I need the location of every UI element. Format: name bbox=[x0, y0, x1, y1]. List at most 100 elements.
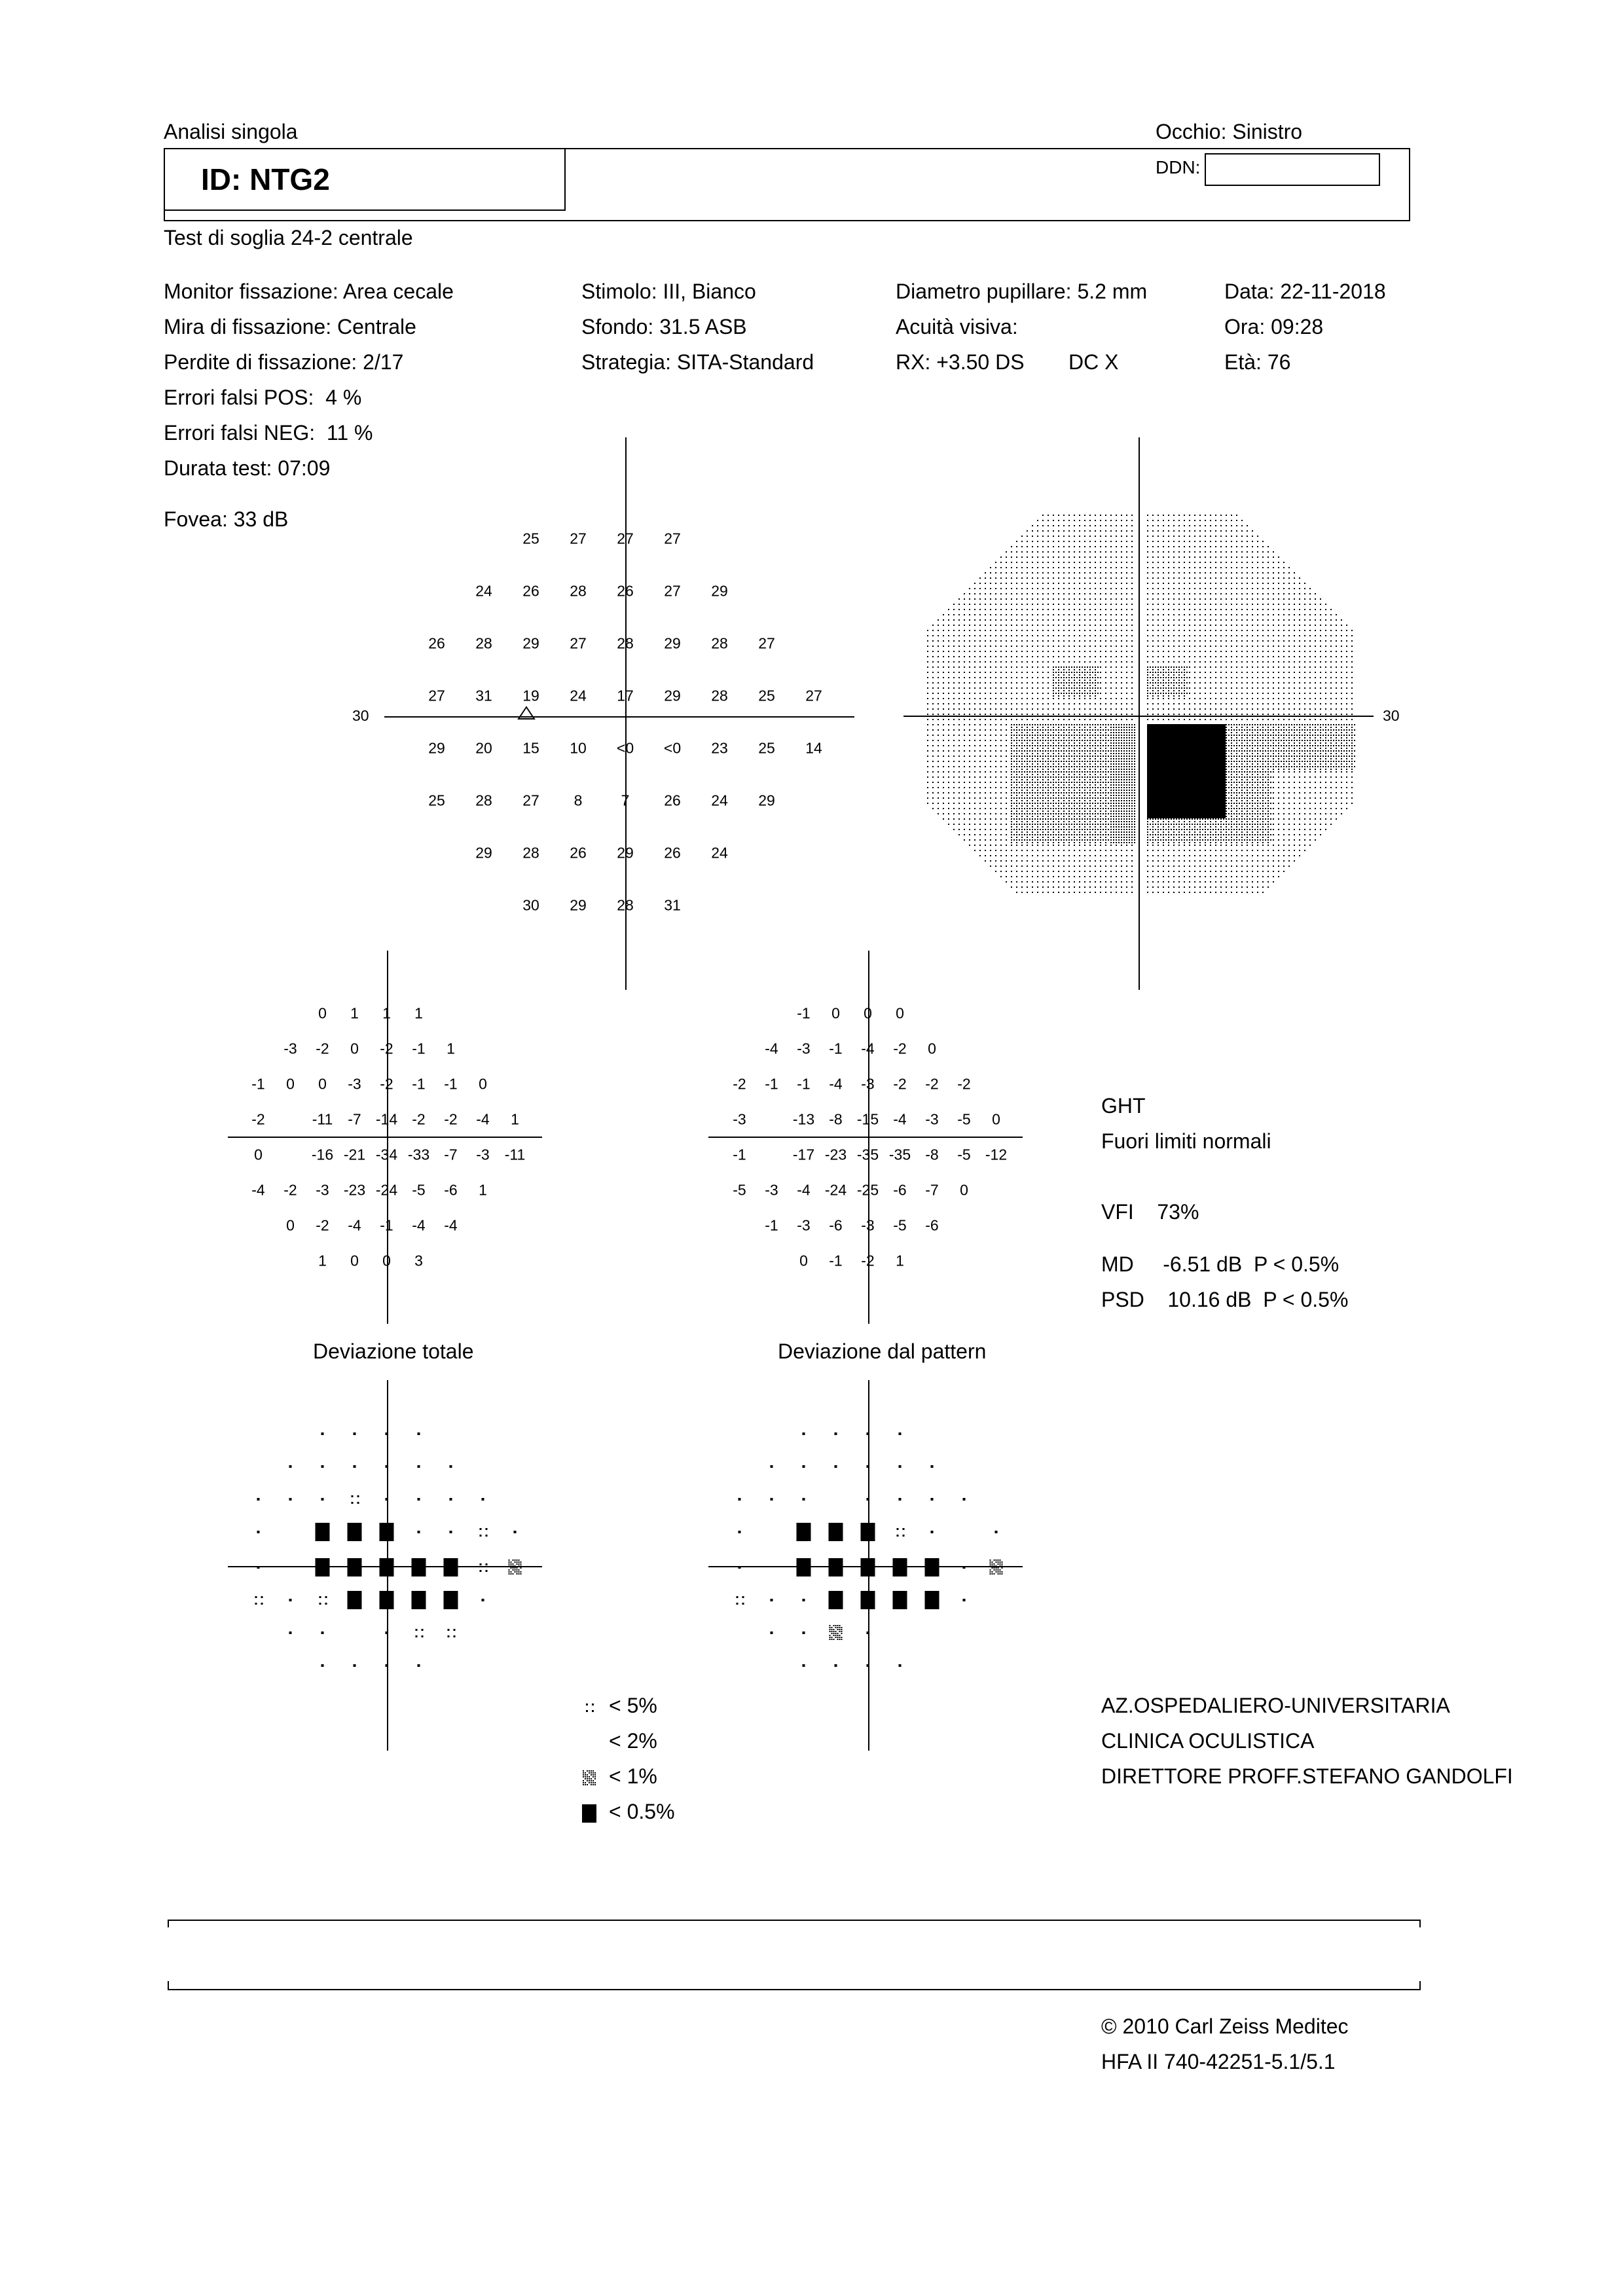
pattern-deviation-value: -1 bbox=[765, 1216, 778, 1234]
total-prob-symbol bbox=[449, 1498, 452, 1501]
total-deviation-value: -21 bbox=[343, 1146, 366, 1163]
pattern-prob-symbol bbox=[994, 1531, 998, 1533]
total-prob-symbol bbox=[411, 1558, 426, 1576]
threshold-value: 29 bbox=[428, 739, 445, 757]
threshold-value: 29 bbox=[664, 634, 681, 652]
pattern-deviation-value: 0 bbox=[831, 1004, 840, 1022]
legend-5: < 5% bbox=[609, 1694, 657, 1717]
probability-plots bbox=[255, 1432, 1003, 1667]
total-deviation-value: -4 bbox=[251, 1181, 265, 1199]
col1-line: Monitor fissazione: Area cecale bbox=[164, 280, 454, 303]
pattern-prob-symbol bbox=[898, 1432, 902, 1435]
bracket-tick bbox=[168, 1981, 169, 1989]
pattern-deviation-value: -15 bbox=[857, 1111, 879, 1129]
total-deviation-value: -3 bbox=[283, 1040, 297, 1057]
total-deviation-value: -11 bbox=[504, 1146, 526, 1163]
total-prob-symbol bbox=[321, 1631, 324, 1634]
total-prob-symbol bbox=[379, 1558, 394, 1576]
dob-field[interactable] bbox=[1205, 153, 1380, 186]
total-deviation-value: -3 bbox=[348, 1075, 361, 1093]
threshold-value: 25 bbox=[428, 792, 445, 809]
total-deviation-value: -7 bbox=[348, 1110, 361, 1128]
pattern-prob-symbol bbox=[828, 1558, 843, 1576]
threshold-value: 20 bbox=[475, 739, 492, 757]
md-value: MD -6.51 dB P < 0.5% bbox=[1101, 1252, 1340, 1276]
total-deviation-value: -1 bbox=[412, 1075, 426, 1093]
total-deviation-value: 0 bbox=[350, 1040, 359, 1057]
pattern-prob-symbol bbox=[896, 1528, 905, 1537]
total-prob-symbol bbox=[321, 1432, 324, 1435]
threshold-value: 27 bbox=[522, 792, 539, 809]
total-deviation-value: 0 bbox=[318, 1075, 327, 1093]
pattern-prob-symbol bbox=[860, 1558, 875, 1576]
pattern-deviation-value: -8 bbox=[829, 1110, 843, 1128]
pattern-prob-symbol bbox=[796, 1558, 811, 1576]
threshold-value: 24 bbox=[711, 792, 728, 809]
total-deviation-value: 0 bbox=[286, 1216, 295, 1234]
total-deviation-value: -4 bbox=[476, 1110, 490, 1128]
total-prob-symbol bbox=[449, 1531, 452, 1533]
total-prob-symbol bbox=[321, 1498, 324, 1501]
pattern-prob-symbol bbox=[802, 1498, 805, 1501]
total-deviation-horizontal-axis bbox=[228, 1137, 542, 1138]
total-deviation-value: -2 bbox=[412, 1110, 426, 1128]
pattern-prob-symbol bbox=[962, 1566, 966, 1569]
total-deviation-value: -1 bbox=[251, 1075, 265, 1093]
total-prob-symbol bbox=[353, 1664, 356, 1667]
patient-id: ID: NTG2 bbox=[201, 162, 330, 196]
total-deviation-value: -4 bbox=[444, 1216, 458, 1234]
pattern-deviation-value: -5 bbox=[733, 1181, 746, 1199]
legend-05: < 0.5% bbox=[609, 1800, 675, 1823]
pattern-deviation-value: -1 bbox=[733, 1146, 746, 1163]
total-deviation-value: 0 bbox=[254, 1146, 263, 1163]
ght-value: Fuori limiti normali bbox=[1101, 1129, 1271, 1153]
total-prob-symbol bbox=[315, 1523, 330, 1541]
pattern-deviation-value: -4 bbox=[829, 1075, 843, 1093]
total-deviation-value: -2 bbox=[380, 1040, 393, 1058]
threshold-value: 19 bbox=[522, 687, 539, 704]
threshold-value: 29 bbox=[711, 582, 728, 600]
total-prob-symbol bbox=[289, 1498, 292, 1501]
pattern-deviation-value: -2 bbox=[957, 1075, 971, 1093]
pattern-deviation-value: 0 bbox=[992, 1110, 1000, 1128]
col3-line: Diametro pupillare: 5.2 mm bbox=[896, 280, 1148, 303]
institution-line1: AZ.OSPEDALIERO-UNIVERSITARIA bbox=[1101, 1694, 1450, 1717]
total-prob-symbol bbox=[347, 1558, 362, 1576]
pattern-deviation-value: 0 bbox=[928, 1040, 936, 1057]
total-deviation-value: -3 bbox=[476, 1146, 490, 1163]
total-prob-symbol bbox=[379, 1523, 394, 1541]
pattern-prob-symbol bbox=[924, 1591, 939, 1609]
pattern-deviation-value: -3 bbox=[797, 1216, 811, 1234]
threshold-value: 29 bbox=[475, 844, 492, 862]
threshold-value: 29 bbox=[522, 634, 539, 652]
eye-label: Occhio: Sinistro bbox=[1156, 120, 1303, 143]
pattern-prob-symbol bbox=[962, 1498, 966, 1501]
threshold-value: 23 bbox=[711, 739, 728, 757]
threshold-value: <0 bbox=[663, 739, 682, 757]
grayscale-field bbox=[927, 515, 1355, 893]
threshold-value: 29 bbox=[758, 792, 775, 809]
total-deviation-label: Deviazione totale bbox=[313, 1339, 474, 1363]
threshold-value: 25 bbox=[758, 739, 775, 757]
threshold-value: 25 bbox=[758, 687, 775, 704]
total-prob-symbol bbox=[321, 1664, 324, 1667]
total-prob-symbol bbox=[447, 1629, 456, 1637]
threshold-value: 15 bbox=[522, 739, 539, 757]
total-prob-symbol bbox=[315, 1558, 330, 1576]
col2-line: Sfondo: 31.5 ASB bbox=[581, 315, 747, 338]
threshold-value: 28 bbox=[475, 634, 492, 652]
pattern-deviation-value: -25 bbox=[857, 1182, 879, 1199]
blind-spot-triangle-icon bbox=[517, 706, 536, 720]
total-deviation-value: -5 bbox=[412, 1181, 426, 1199]
col4-line: Età: 76 bbox=[1224, 350, 1291, 374]
total-prob-symbol bbox=[353, 1465, 356, 1468]
threshold-value: 31 bbox=[475, 687, 492, 704]
pattern-prob-symbol bbox=[770, 1599, 773, 1601]
total-deviation-value: 3 bbox=[414, 1252, 423, 1269]
total-deviation-value: 0 bbox=[382, 1252, 391, 1270]
pattern-deviation-value: -1 bbox=[765, 1075, 778, 1093]
pattern-prob-symbol bbox=[802, 1631, 805, 1634]
patient-id-box bbox=[164, 148, 566, 211]
pattern-deviation-value: -1 bbox=[797, 1075, 811, 1093]
total-prob-symbol bbox=[385, 1465, 388, 1468]
